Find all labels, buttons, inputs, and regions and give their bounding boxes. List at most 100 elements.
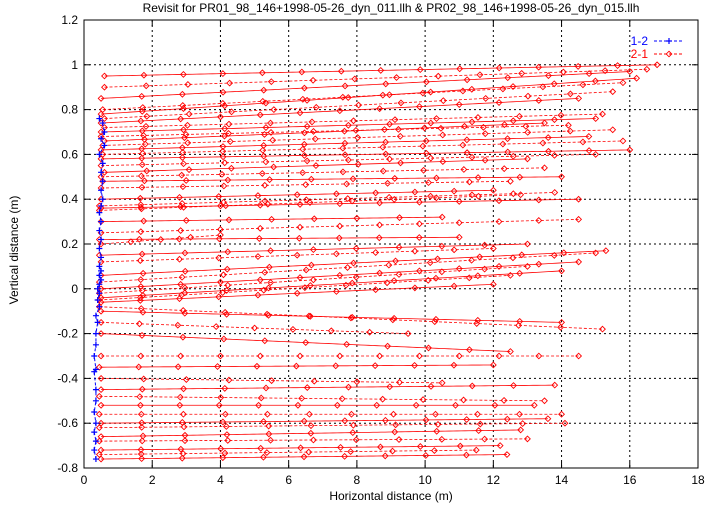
diamond-point xyxy=(223,310,231,318)
plus-point xyxy=(96,303,103,310)
diamond-point xyxy=(404,330,412,338)
y-tick-label: 0.2 xyxy=(61,237,78,251)
plus-point xyxy=(91,353,98,359)
series-2-1 xyxy=(95,61,661,463)
series-2-1-line xyxy=(104,113,603,128)
diamond-point xyxy=(219,418,227,426)
diamond-point xyxy=(516,112,523,120)
diamond-point xyxy=(299,145,307,153)
diamond-point xyxy=(255,235,263,242)
diamond-point xyxy=(306,199,314,206)
diamond-point xyxy=(257,394,265,402)
diamond-point xyxy=(475,192,482,200)
diamond-point xyxy=(221,410,229,418)
diamond-point xyxy=(138,107,146,115)
diamond-point xyxy=(535,352,543,360)
diamond-point xyxy=(180,105,187,113)
diamond-point xyxy=(456,65,464,73)
diamond-point xyxy=(137,450,145,458)
plus-point xyxy=(98,169,105,176)
diamond-point xyxy=(439,158,447,166)
diamond-point xyxy=(179,410,187,418)
series-2-1-line xyxy=(101,418,548,424)
diamond-point xyxy=(390,195,398,203)
diamond-point xyxy=(516,410,523,418)
diamond-point xyxy=(305,448,313,456)
diamond-point xyxy=(427,119,435,127)
diamond-point xyxy=(181,289,189,297)
diamond-point xyxy=(97,258,105,266)
diamond-point xyxy=(415,103,423,111)
diamond-point xyxy=(306,282,314,289)
diamond-point xyxy=(506,177,514,185)
series-2-1-line xyxy=(101,445,501,451)
plus-point xyxy=(96,263,103,270)
diamond-point xyxy=(138,205,145,213)
x-ticks: 0 2 4 6 8 10 12 14 16 18 xyxy=(81,20,705,487)
diamond-point xyxy=(541,164,548,172)
diamond-point xyxy=(411,284,419,292)
diamond-point xyxy=(265,311,272,319)
diamond-point xyxy=(181,249,189,257)
series-2-1-line xyxy=(101,189,494,200)
diamond-point xyxy=(450,246,458,254)
diamond-point xyxy=(341,139,349,147)
diamond-point xyxy=(307,261,315,269)
grid xyxy=(84,20,698,468)
series-2-1-line xyxy=(101,167,545,178)
diamond-point xyxy=(312,103,320,111)
diamond-point xyxy=(352,273,360,281)
diamond-point xyxy=(506,348,514,355)
series-2-1-line xyxy=(99,306,603,330)
diamond-point xyxy=(551,189,559,196)
diamond-point xyxy=(460,166,468,173)
diamond-point xyxy=(461,122,468,130)
diamond-point xyxy=(301,284,309,292)
series-2-1-line xyxy=(101,180,511,189)
diamond-point xyxy=(176,193,183,201)
diamond-point xyxy=(427,154,435,162)
diamond-point xyxy=(264,200,272,208)
diamond-point xyxy=(509,254,517,262)
diamond-point xyxy=(138,154,146,162)
plus-point xyxy=(98,202,105,209)
diamond-point xyxy=(101,168,108,176)
diamond-point xyxy=(267,247,275,255)
diamond-point xyxy=(265,422,273,430)
diamond-point xyxy=(376,443,384,451)
plus-point xyxy=(99,120,106,127)
x-tick-label: 12 xyxy=(487,473,501,487)
y-tick-label: 0 xyxy=(71,282,78,296)
diamond-point xyxy=(258,170,266,177)
series-2-1-line xyxy=(101,118,596,133)
diamond-point xyxy=(506,271,514,279)
diamond-point xyxy=(215,401,223,409)
series-2-1-line xyxy=(101,98,579,124)
diamond-point xyxy=(177,445,185,453)
diamond-point xyxy=(260,418,267,426)
diamond-point xyxy=(300,140,308,148)
diamond-point xyxy=(221,125,229,133)
diamond-point xyxy=(455,101,463,108)
diamond-point xyxy=(140,132,147,139)
diamond-point xyxy=(463,416,471,423)
diamond-point xyxy=(138,183,146,191)
diamond-point xyxy=(305,312,313,320)
series-2-1-line xyxy=(101,261,579,290)
diamond-point xyxy=(452,401,459,409)
plus-point xyxy=(92,341,99,348)
series-2-1-line xyxy=(101,378,443,384)
diamond-point xyxy=(479,123,487,131)
diamond-point xyxy=(557,111,565,119)
diamond-point xyxy=(219,454,227,462)
diamond-point xyxy=(472,446,480,454)
diamond-point xyxy=(95,363,103,371)
diamond-point xyxy=(566,127,574,135)
diamond-point xyxy=(500,165,508,173)
diamond-point xyxy=(396,214,403,222)
x-axis-label: Horizontal distance (m) xyxy=(329,489,452,503)
plus-point xyxy=(98,254,105,261)
diamond-point xyxy=(176,401,184,409)
diamond-point xyxy=(432,410,439,418)
diamond-point xyxy=(269,136,277,144)
